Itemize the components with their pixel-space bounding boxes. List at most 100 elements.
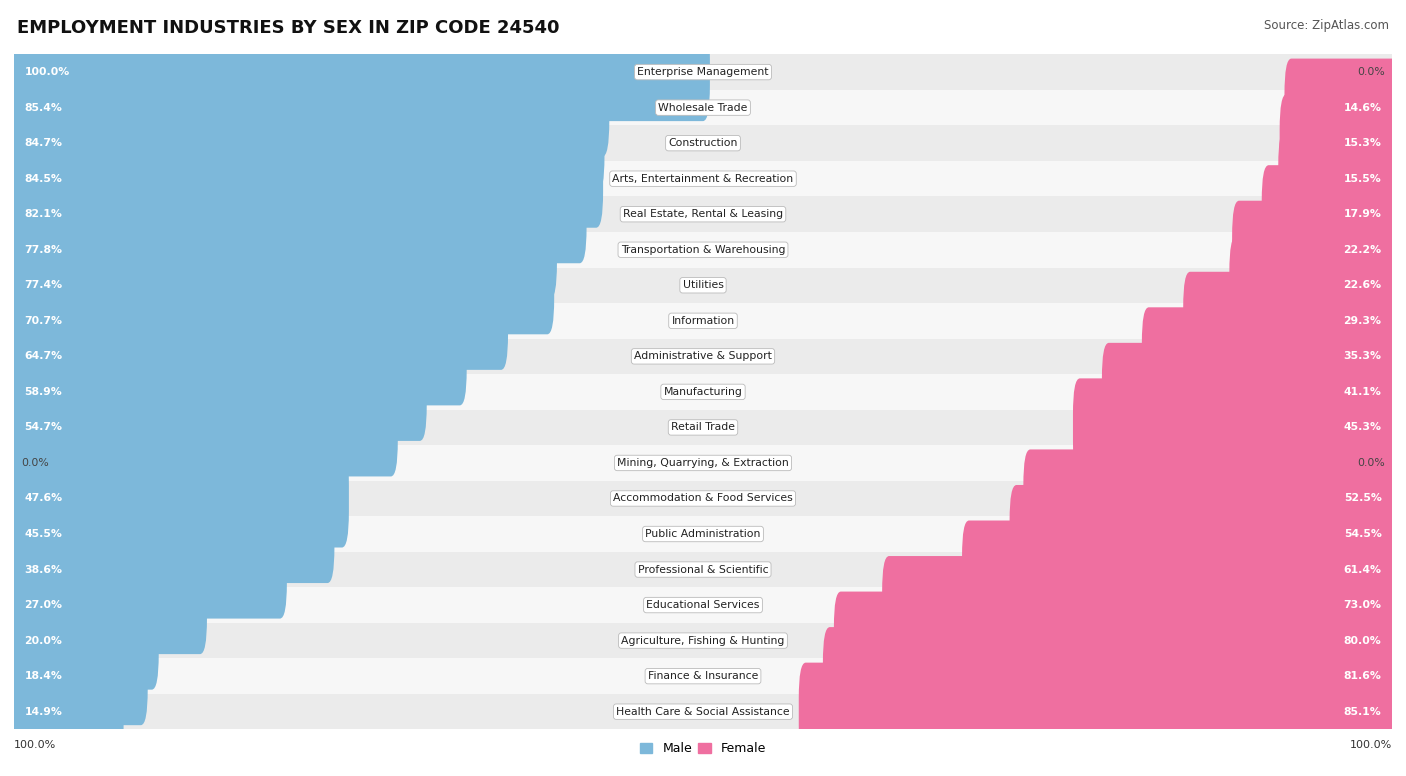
- FancyBboxPatch shape: [14, 552, 1392, 587]
- Text: Health Care & Social Assistance: Health Care & Social Assistance: [616, 707, 790, 717]
- FancyBboxPatch shape: [1073, 379, 1399, 476]
- Text: Accommodation & Food Services: Accommodation & Food Services: [613, 494, 793, 504]
- Text: Construction: Construction: [668, 138, 738, 148]
- FancyBboxPatch shape: [1010, 485, 1399, 583]
- FancyBboxPatch shape: [7, 449, 349, 548]
- Text: 0.0%: 0.0%: [21, 458, 49, 468]
- Text: 0.0%: 0.0%: [1357, 67, 1385, 77]
- Text: 84.5%: 84.5%: [24, 174, 62, 184]
- Text: 47.6%: 47.6%: [24, 494, 62, 504]
- Text: 54.5%: 54.5%: [1344, 529, 1382, 539]
- FancyBboxPatch shape: [882, 556, 1399, 654]
- FancyBboxPatch shape: [14, 374, 1392, 410]
- Text: Mining, Quarrying, & Extraction: Mining, Quarrying, & Extraction: [617, 458, 789, 468]
- FancyBboxPatch shape: [823, 627, 1399, 726]
- Text: 14.6%: 14.6%: [1344, 102, 1382, 113]
- FancyBboxPatch shape: [7, 236, 554, 334]
- FancyBboxPatch shape: [1024, 449, 1399, 548]
- Text: 77.8%: 77.8%: [24, 244, 62, 255]
- FancyBboxPatch shape: [14, 268, 1392, 303]
- FancyBboxPatch shape: [14, 303, 1392, 338]
- Text: 85.1%: 85.1%: [1344, 707, 1382, 717]
- Text: 27.0%: 27.0%: [24, 600, 62, 610]
- FancyBboxPatch shape: [7, 556, 207, 654]
- FancyBboxPatch shape: [14, 480, 1392, 516]
- Text: Transportation & Warehousing: Transportation & Warehousing: [621, 244, 785, 255]
- FancyBboxPatch shape: [14, 516, 1392, 552]
- FancyBboxPatch shape: [7, 343, 427, 441]
- Text: 61.4%: 61.4%: [1344, 565, 1382, 574]
- Text: 84.7%: 84.7%: [24, 138, 62, 148]
- FancyBboxPatch shape: [7, 521, 287, 618]
- Text: Retail Trade: Retail Trade: [671, 422, 735, 432]
- Text: 64.7%: 64.7%: [24, 352, 62, 362]
- FancyBboxPatch shape: [1232, 201, 1399, 299]
- FancyBboxPatch shape: [7, 379, 398, 476]
- FancyBboxPatch shape: [14, 445, 1392, 480]
- Text: 0.0%: 0.0%: [1357, 458, 1385, 468]
- FancyBboxPatch shape: [834, 591, 1399, 690]
- Text: 58.9%: 58.9%: [24, 387, 62, 397]
- Text: Finance & Insurance: Finance & Insurance: [648, 671, 758, 681]
- Text: 45.5%: 45.5%: [24, 529, 62, 539]
- Text: 82.1%: 82.1%: [24, 210, 62, 219]
- Text: 35.3%: 35.3%: [1344, 352, 1382, 362]
- FancyBboxPatch shape: [1261, 165, 1399, 263]
- Text: Educational Services: Educational Services: [647, 600, 759, 610]
- FancyBboxPatch shape: [14, 587, 1392, 623]
- FancyBboxPatch shape: [799, 663, 1399, 760]
- FancyBboxPatch shape: [14, 338, 1392, 374]
- Text: Information: Information: [672, 316, 734, 326]
- Text: EMPLOYMENT INDUSTRIES BY SEX IN ZIP CODE 24540: EMPLOYMENT INDUSTRIES BY SEX IN ZIP CODE…: [17, 19, 560, 37]
- FancyBboxPatch shape: [962, 521, 1399, 618]
- Text: 17.9%: 17.9%: [1344, 210, 1382, 219]
- FancyBboxPatch shape: [1279, 94, 1399, 192]
- FancyBboxPatch shape: [7, 58, 609, 157]
- Text: 73.0%: 73.0%: [1344, 600, 1382, 610]
- Text: Manufacturing: Manufacturing: [664, 387, 742, 397]
- FancyBboxPatch shape: [14, 694, 1392, 729]
- Text: 85.4%: 85.4%: [24, 102, 62, 113]
- Text: 18.4%: 18.4%: [24, 671, 62, 681]
- FancyBboxPatch shape: [14, 658, 1392, 694]
- FancyBboxPatch shape: [7, 272, 508, 370]
- FancyBboxPatch shape: [7, 307, 467, 405]
- FancyBboxPatch shape: [14, 126, 1392, 161]
- FancyBboxPatch shape: [1184, 272, 1399, 370]
- FancyBboxPatch shape: [7, 591, 159, 690]
- Text: 22.6%: 22.6%: [1344, 280, 1382, 290]
- Text: 14.9%: 14.9%: [24, 707, 62, 717]
- Text: 15.3%: 15.3%: [1344, 138, 1382, 148]
- FancyBboxPatch shape: [7, 627, 148, 726]
- Text: 41.1%: 41.1%: [1344, 387, 1382, 397]
- Text: 70.7%: 70.7%: [24, 316, 62, 326]
- Text: 29.3%: 29.3%: [1344, 316, 1382, 326]
- FancyBboxPatch shape: [1285, 58, 1399, 157]
- FancyBboxPatch shape: [14, 623, 1392, 658]
- FancyBboxPatch shape: [1229, 236, 1399, 334]
- FancyBboxPatch shape: [7, 23, 710, 121]
- FancyBboxPatch shape: [7, 485, 335, 583]
- FancyBboxPatch shape: [7, 94, 605, 192]
- Text: 15.5%: 15.5%: [1344, 174, 1382, 184]
- Text: 80.0%: 80.0%: [1344, 636, 1382, 646]
- FancyBboxPatch shape: [7, 663, 124, 760]
- Text: Source: ZipAtlas.com: Source: ZipAtlas.com: [1264, 19, 1389, 33]
- Text: 100.0%: 100.0%: [14, 740, 56, 750]
- FancyBboxPatch shape: [7, 165, 586, 263]
- FancyBboxPatch shape: [14, 232, 1392, 268]
- FancyBboxPatch shape: [7, 130, 603, 227]
- Text: 52.5%: 52.5%: [1344, 494, 1382, 504]
- Text: Arts, Entertainment & Recreation: Arts, Entertainment & Recreation: [613, 174, 793, 184]
- FancyBboxPatch shape: [14, 90, 1392, 126]
- Text: 22.2%: 22.2%: [1344, 244, 1382, 255]
- Text: 45.3%: 45.3%: [1344, 422, 1382, 432]
- Text: 100.0%: 100.0%: [24, 67, 70, 77]
- Text: Wholesale Trade: Wholesale Trade: [658, 102, 748, 113]
- FancyBboxPatch shape: [14, 161, 1392, 196]
- Text: Utilities: Utilities: [682, 280, 724, 290]
- Text: 20.0%: 20.0%: [24, 636, 62, 646]
- Text: Agriculture, Fishing & Hunting: Agriculture, Fishing & Hunting: [621, 636, 785, 646]
- Legend: Male, Female: Male, Female: [636, 737, 770, 760]
- Text: Administrative & Support: Administrative & Support: [634, 352, 772, 362]
